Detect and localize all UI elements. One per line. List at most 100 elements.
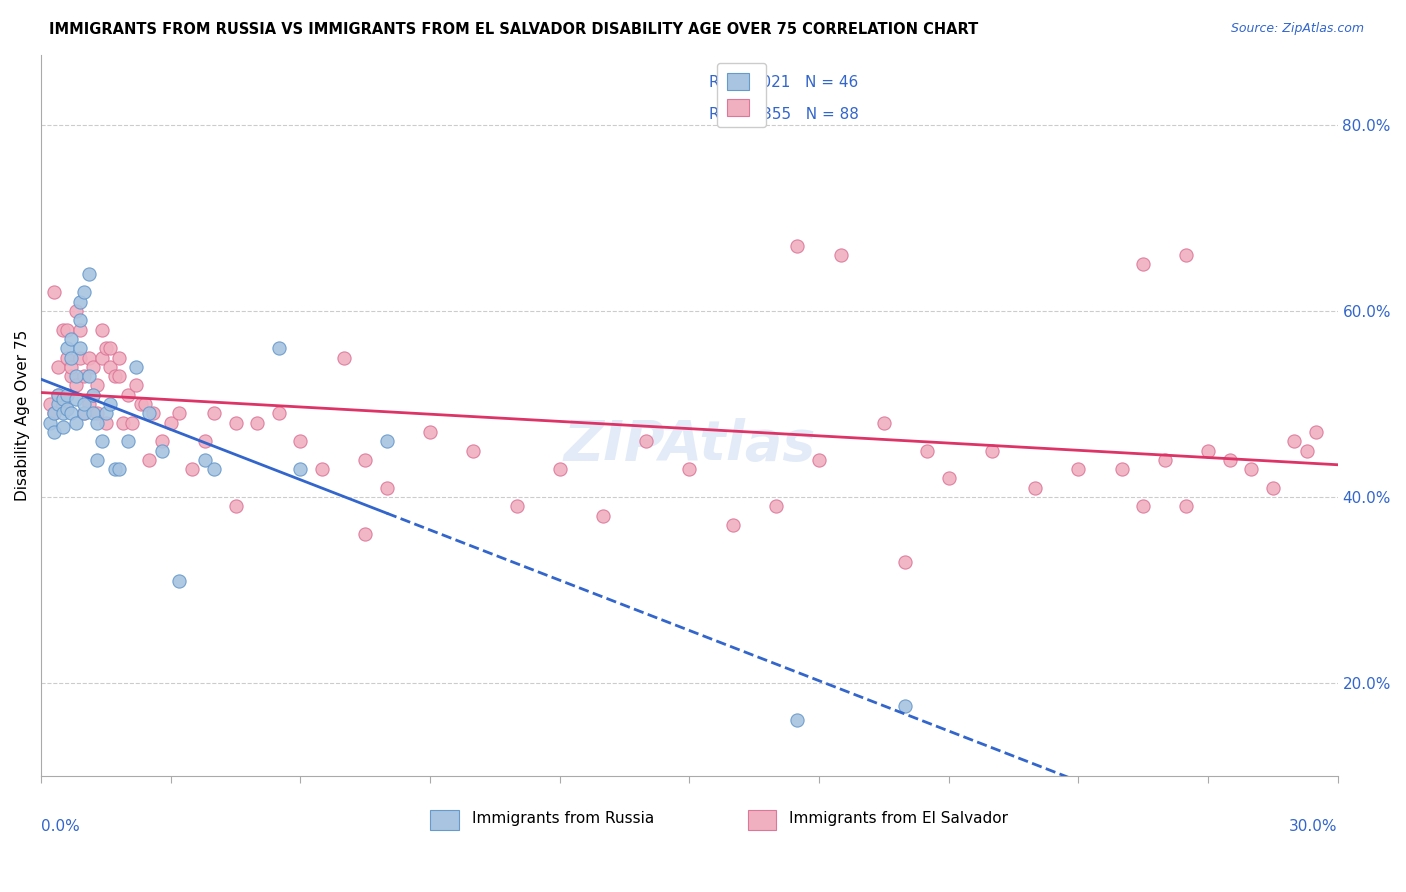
Point — [60, 369, 83, 384]
Point — [42, 425, 65, 439]
Point — [873, 416, 896, 430]
Point — [194, 434, 217, 449]
Point — [82, 388, 104, 402]
Point — [150, 443, 173, 458]
Point — [505, 500, 527, 514]
Text: 30.0%: 30.0% — [1289, 820, 1337, 834]
Point — [354, 453, 377, 467]
Point — [108, 462, 131, 476]
Point — [73, 369, 96, 384]
Legend: , : , — [717, 62, 766, 127]
Point — [765, 500, 787, 514]
Point — [65, 416, 87, 430]
Point — [125, 359, 148, 374]
Point — [1284, 434, 1306, 449]
Point — [90, 434, 112, 449]
Point — [56, 388, 79, 402]
Point — [42, 285, 65, 300]
Point — [77, 369, 100, 384]
Point — [48, 388, 70, 402]
Point — [90, 323, 112, 337]
Point — [290, 434, 312, 449]
Point — [1024, 481, 1046, 495]
Point — [548, 462, 571, 476]
Text: Immigrants from Russia: Immigrants from Russia — [471, 811, 654, 825]
Point — [77, 351, 100, 365]
Point — [82, 359, 104, 374]
Point — [1197, 443, 1219, 458]
Point — [52, 406, 75, 420]
Point — [142, 406, 165, 420]
FancyBboxPatch shape — [748, 810, 776, 830]
Point — [73, 397, 96, 411]
Point — [98, 359, 121, 374]
Point — [1153, 453, 1175, 467]
Point — [1305, 425, 1327, 439]
Point — [69, 313, 91, 327]
Point — [82, 388, 104, 402]
Point — [60, 332, 83, 346]
Point — [678, 462, 700, 476]
Point — [90, 351, 112, 365]
Point — [1219, 453, 1241, 467]
Text: IMMIGRANTS FROM RUSSIA VS IMMIGRANTS FROM EL SALVADOR DISABILITY AGE OVER 75 COR: IMMIGRANTS FROM RUSSIA VS IMMIGRANTS FRO… — [49, 22, 979, 37]
Point — [202, 462, 225, 476]
Point — [159, 416, 181, 430]
Point — [636, 434, 658, 449]
Point — [65, 378, 87, 392]
Point — [69, 294, 91, 309]
Point — [938, 471, 960, 485]
Point — [121, 416, 143, 430]
Text: ZIPAtlas: ZIPAtlas — [564, 417, 815, 472]
Point — [311, 462, 333, 476]
Point — [267, 406, 290, 420]
Point — [73, 285, 96, 300]
Point — [150, 434, 173, 449]
Point — [56, 401, 79, 416]
Point — [103, 369, 125, 384]
Point — [332, 351, 354, 365]
Point — [69, 341, 91, 355]
Point — [117, 434, 139, 449]
Point — [1132, 257, 1154, 271]
Point — [375, 481, 398, 495]
Point — [808, 453, 831, 467]
Text: R = -0.355   N = 88: R = -0.355 N = 88 — [709, 107, 859, 122]
Point — [1175, 248, 1198, 262]
Point — [69, 351, 91, 365]
Point — [1111, 462, 1133, 476]
Point — [48, 397, 70, 411]
Text: Immigrants from El Salvador: Immigrants from El Salvador — [789, 811, 1008, 825]
Point — [48, 359, 70, 374]
Point — [419, 425, 441, 439]
Point — [52, 392, 75, 407]
Point — [354, 527, 377, 541]
Point — [592, 508, 614, 523]
Point — [86, 453, 108, 467]
FancyBboxPatch shape — [430, 810, 458, 830]
Point — [786, 239, 808, 253]
Point — [86, 416, 108, 430]
Point — [290, 462, 312, 476]
Point — [60, 359, 83, 374]
Point — [194, 453, 217, 467]
Point — [1296, 443, 1319, 458]
Point — [60, 406, 83, 420]
Point — [894, 555, 917, 569]
Point — [103, 462, 125, 476]
Point — [77, 397, 100, 411]
Point — [1240, 462, 1263, 476]
Point — [786, 714, 808, 728]
Point — [225, 416, 247, 430]
Point — [82, 406, 104, 420]
Point — [38, 397, 60, 411]
Point — [980, 443, 1002, 458]
Point — [246, 416, 269, 430]
Point — [94, 341, 117, 355]
Point — [73, 406, 96, 420]
Point — [69, 323, 91, 337]
Point — [721, 518, 744, 533]
Point — [117, 388, 139, 402]
Text: R =  0.021   N = 46: R = 0.021 N = 46 — [709, 75, 858, 90]
Point — [52, 323, 75, 337]
